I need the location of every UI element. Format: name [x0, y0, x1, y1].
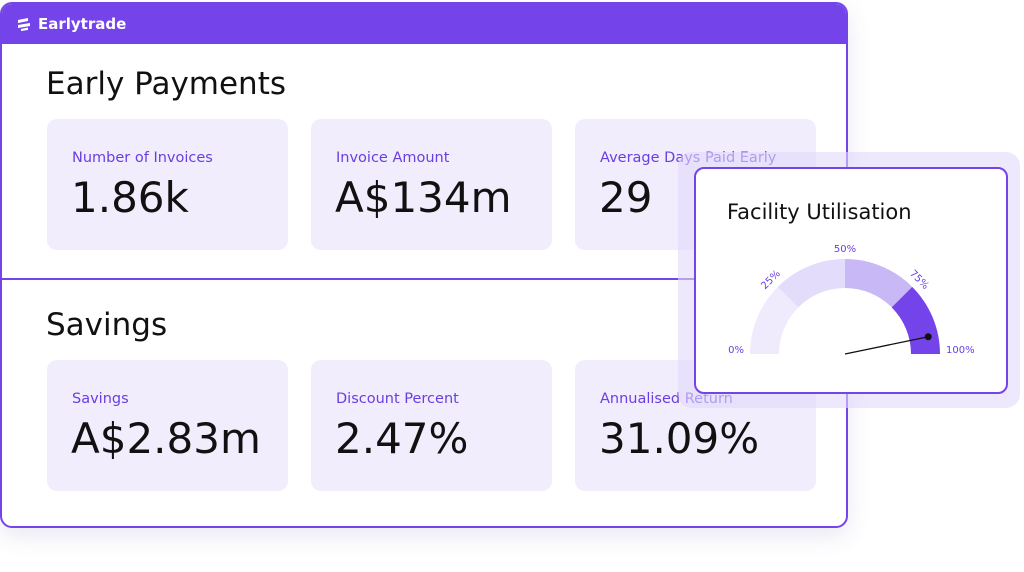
- metric-label: Invoice Amount: [336, 150, 450, 166]
- metric-card: Number of Invoices 1.86k: [47, 119, 288, 250]
- section-title: Early Payments: [46, 66, 287, 102]
- brand: Earlytrade: [38, 15, 127, 33]
- gauge-title: Facility Utilisation: [727, 200, 912, 224]
- metric-label: Discount Percent: [336, 391, 459, 407]
- divider: [2, 278, 846, 280]
- metric-value: 1.86k: [71, 173, 189, 222]
- gauge-needle-tip: [924, 333, 932, 341]
- metric-value: 2.47%: [335, 414, 469, 463]
- section: Savings Savings A$2.83m Discount Percent 2.4…: [2, 285, 846, 525]
- gauge-tick-label: 0%: [728, 345, 744, 356]
- metric-card: Discount Percent 2.47%: [311, 360, 552, 491]
- metric-card: Savings A$2.83m: [47, 360, 288, 491]
- metric-value: 29: [599, 173, 653, 222]
- metric-card: Invoice Amount A$134m: [311, 119, 552, 250]
- metric-label: Savings: [72, 391, 129, 407]
- gauge-needle: [844, 336, 929, 355]
- gauge-tick-label: 50%: [834, 244, 856, 255]
- metric-value: A$134m: [335, 173, 512, 222]
- gauge-segment: [777, 259, 845, 308]
- section-title: Savings: [46, 307, 168, 343]
- gauge-card: Facility Utilisation 0% 25% 50% 75% 100%: [694, 167, 1008, 394]
- logo-icon: [18, 18, 30, 31]
- gauge-segment: [750, 286, 799, 354]
- gauge: 0%25%50%75%100%: [728, 244, 975, 356]
- metric-value: 31.09%: [599, 414, 760, 463]
- metric-label: Number of Invoices: [72, 150, 213, 166]
- metric-value: A$2.83m: [71, 414, 261, 463]
- gauge-tick-label: 100%: [946, 345, 975, 356]
- header-bar: Earlytrade: [2, 4, 846, 44]
- gauge-segment: [845, 259, 913, 308]
